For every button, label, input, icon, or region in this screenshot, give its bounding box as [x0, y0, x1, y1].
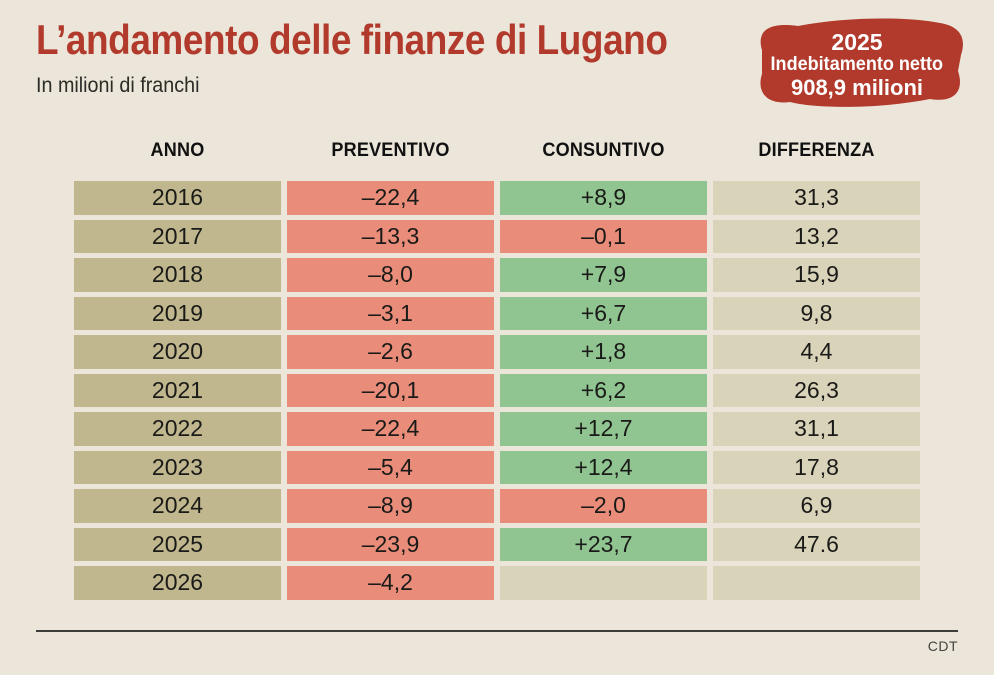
table-cell: 15,9: [713, 258, 920, 292]
table-cell: 9,8: [713, 296, 920, 330]
table-cell: 2024: [74, 489, 281, 523]
table-cell: 2022: [74, 412, 281, 446]
table-cell: +7,9: [500, 258, 707, 292]
table-cell: 2016: [74, 181, 281, 215]
table-row: 2020 –2,6 +1,8 4,4: [74, 335, 920, 369]
table-cell: +6,7: [500, 296, 707, 330]
table-cell: 13,2: [713, 219, 920, 253]
table-cell: –0,1: [500, 219, 707, 253]
table-cell: +6,2: [500, 373, 707, 407]
source-credit: CDT: [927, 638, 958, 654]
table-row: 2017 –13,3 –0,1 13,2: [74, 219, 920, 253]
table-cell: [713, 566, 920, 600]
table-row: 2023 –5,4 +12,4 17,8: [74, 450, 920, 484]
table-cell: –3,1: [287, 296, 494, 330]
table-cell: +12,4: [500, 450, 707, 484]
table-cell: +1,8: [500, 335, 707, 369]
table-cell: 2023: [74, 450, 281, 484]
table-cell: +23,7: [500, 527, 707, 561]
table-cell: –5,4: [287, 450, 494, 484]
column-header-differenza: DIFFERENZA: [758, 140, 875, 161]
badge-year: 2025: [831, 29, 883, 56]
table-cell: –2,0: [500, 489, 707, 523]
table-row: 2025 –23,9 +23,7 47.6: [74, 527, 920, 561]
table-cell: –23,9: [287, 527, 494, 561]
table-cell: 6,9: [713, 489, 920, 523]
table-cell: 2018: [74, 258, 281, 292]
footer-divider: [36, 630, 958, 632]
table-row: 2019 –3,1 +6,7 9,8: [74, 296, 920, 330]
table-row: 2022 –22,4 +12,7 31,1: [74, 412, 920, 446]
table-cell: –20,1: [287, 373, 494, 407]
table-header-row: ANNO PREVENTIVO CONSUNTIVO DIFFERENZA: [74, 139, 920, 163]
table-row: 2024 –8,9 –2,0 6,9: [74, 489, 920, 523]
table-row: 2026 –4,2: [74, 566, 920, 600]
table-row: 2016 –22,4 +8,9 31,3: [74, 181, 920, 215]
table-cell: 31,1: [713, 412, 920, 446]
column-header-consuntivo: CONSUNTIVO: [542, 140, 665, 161]
table-cell: 31,3: [713, 181, 920, 215]
table-cell: –22,4: [287, 181, 494, 215]
table-cell: 47.6: [713, 527, 920, 561]
table-cell: 17,8: [713, 450, 920, 484]
badge-text: 2025 Indebitamento netto 908,9 milioni: [746, 14, 968, 112]
badge-value: 908,9 milioni: [790, 74, 924, 100]
table-cell: +8,9: [500, 181, 707, 215]
table-row: 2021 –20,1 +6,2 26,3: [74, 373, 920, 407]
debt-badge: 2025 Indebitamento netto 908,9 milioni: [746, 14, 968, 112]
column-header-anno: ANNO: [150, 140, 205, 161]
table-cell: 2017: [74, 219, 281, 253]
table-cell: –2,6: [287, 335, 494, 369]
column-header-preventivo: PREVENTIVO: [331, 140, 450, 161]
table-cell: [500, 566, 707, 600]
page-title: L’andamento delle finanze di Lugano: [36, 16, 668, 63]
table-cell: 2025: [74, 527, 281, 561]
table-cell: –22,4: [287, 412, 494, 446]
badge-label: Indebitamento netto: [770, 54, 944, 76]
table-cell: 2026: [74, 566, 281, 600]
table-cell: 2021: [74, 373, 281, 407]
table-cell: 4,4: [713, 335, 920, 369]
table-cell: +12,7: [500, 412, 707, 446]
table-cell: 26,3: [713, 373, 920, 407]
finance-table: ANNO PREVENTIVO CONSUNTIVO DIFFERENZA 20…: [74, 139, 920, 605]
table-cell: –8,9: [287, 489, 494, 523]
unit-subtitle: In milioni di franchi: [36, 74, 200, 97]
table-row: 2018 –8,0 +7,9 15,9: [74, 258, 920, 292]
badge-blob-icon: [760, 18, 963, 107]
table-cell: 2019: [74, 296, 281, 330]
table-cell: –8,0: [287, 258, 494, 292]
table-cell: –13,3: [287, 219, 494, 253]
table-cell: –4,2: [287, 566, 494, 600]
table-cell: 2020: [74, 335, 281, 369]
